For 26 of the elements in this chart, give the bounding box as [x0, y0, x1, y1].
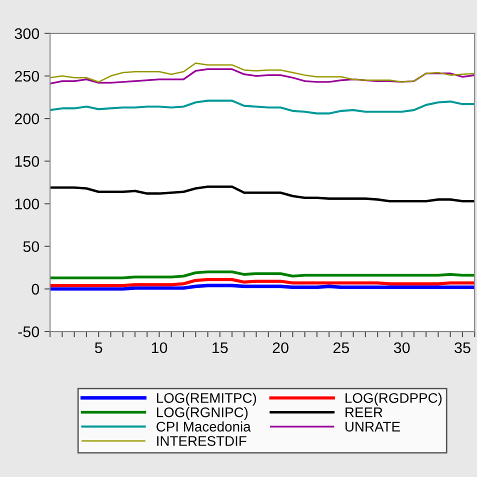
y-tick-label: 250 — [14, 70, 40, 82]
x-tick-label: 30 — [394, 342, 410, 354]
y-tick-label: -50 — [18, 326, 40, 338]
x-tick-label: 20 — [272, 342, 288, 354]
y-tick-label: 0 — [32, 284, 40, 295]
legend-label: INTERESTDIF — [157, 436, 246, 446]
x-tick-label: 15 — [212, 342, 228, 354]
legend-label: REER — [346, 408, 382, 418]
legend-label: UNRATE — [346, 422, 400, 432]
y-tick-label: 50 — [23, 241, 40, 252]
line-series — [50, 62, 475, 83]
line-series — [50, 185, 475, 202]
legend-label: CPI Macedonia — [156, 421, 251, 432]
y-tick-label: 150 — [15, 156, 40, 167]
legend-label: LOG(REMITPC) — [157, 392, 256, 406]
x-tick-label: 5 — [94, 342, 102, 354]
line-series — [50, 100, 475, 115]
y-tick-label: 200 — [14, 113, 40, 124]
x-tick-label: 10 — [152, 342, 168, 354]
legend-label: LOG(RGNIPC) — [157, 407, 248, 420]
y-tick-label: 100 — [15, 198, 40, 210]
legend-label: LOG(RGDPPC) — [346, 392, 442, 406]
y-tick-label: 300 — [14, 28, 40, 40]
x-tick-label: 35 — [454, 342, 470, 354]
x-tick-label: 25 — [333, 342, 350, 354]
line-series — [50, 68, 475, 85]
